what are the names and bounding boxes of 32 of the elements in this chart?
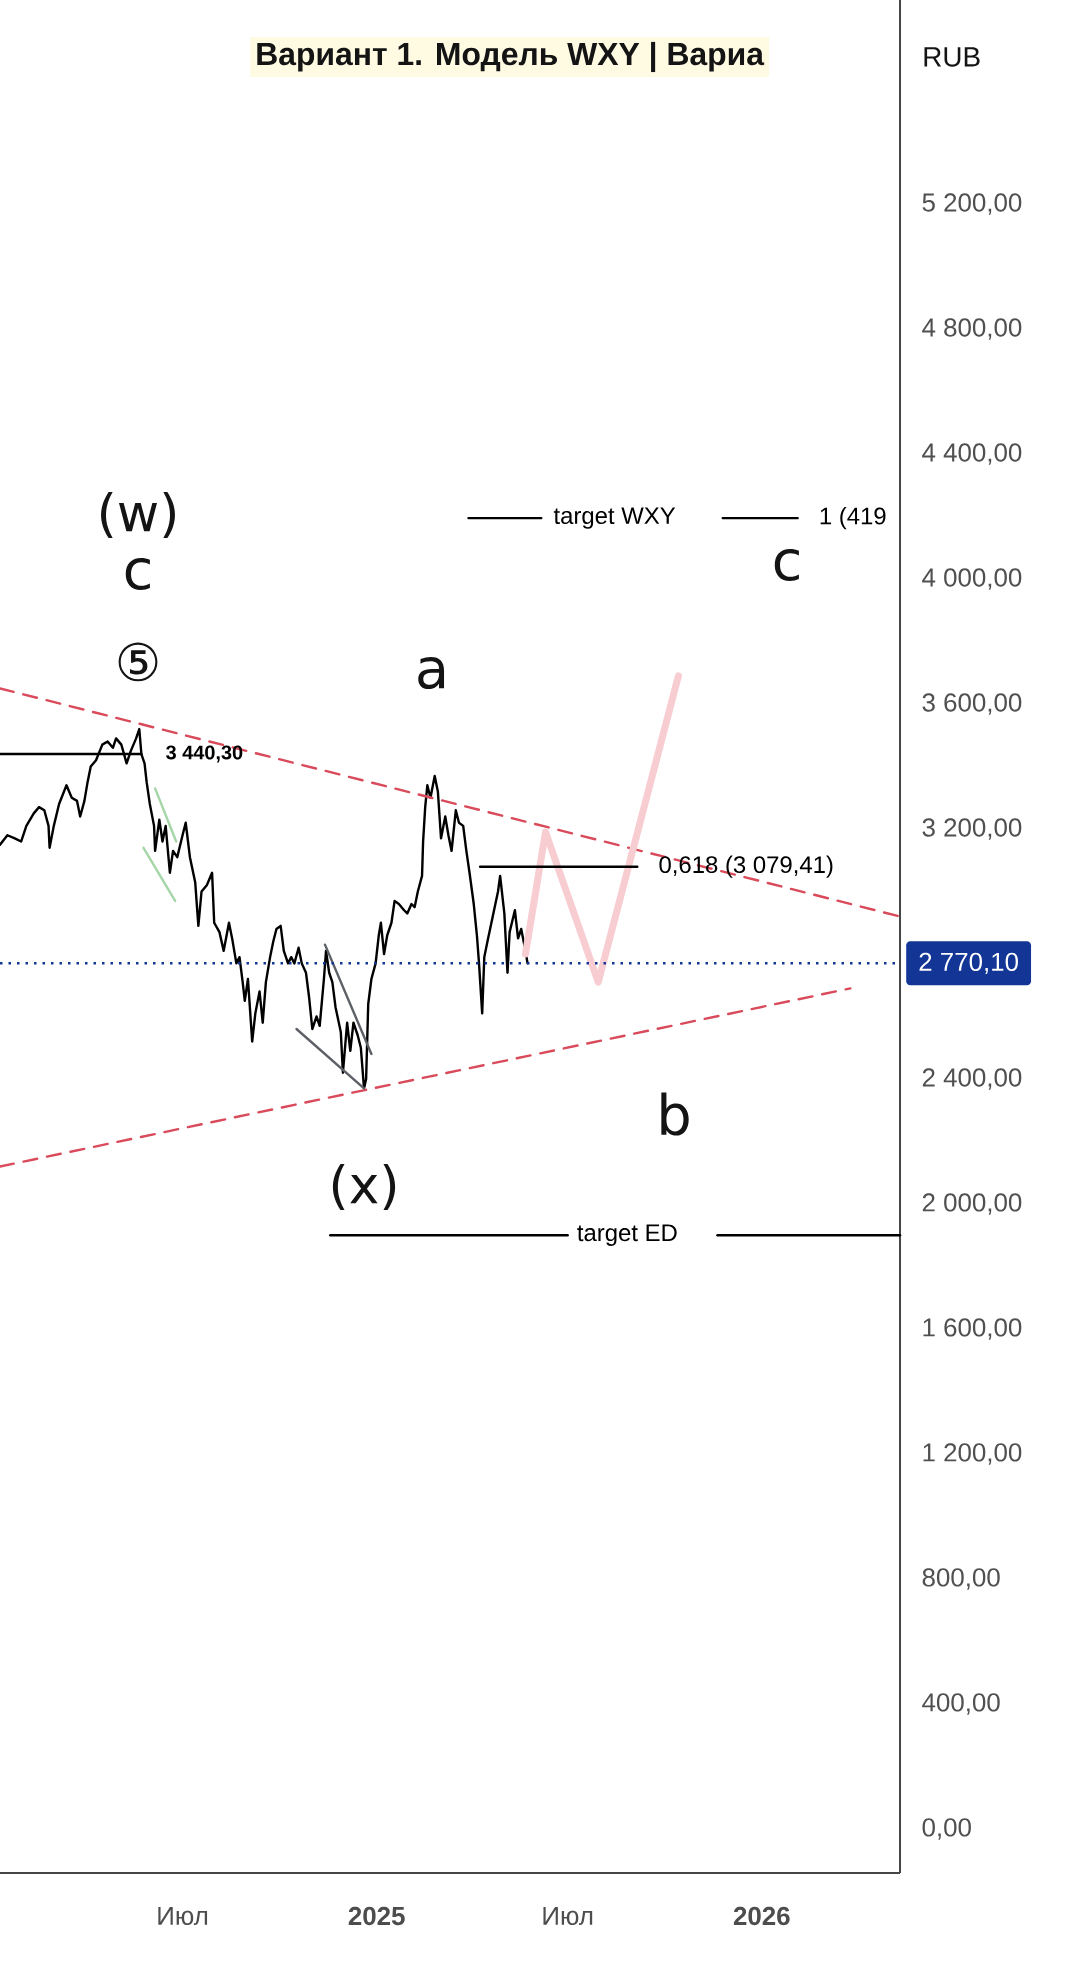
annotation: (w) <box>101 491 175 539</box>
y-tick-label: 2 400,00 <box>922 1068 1022 1090</box>
annotation: 0,618 (3 079,41) <box>659 855 833 878</box>
y-tick-label: 1 600,00 <box>923 1318 1022 1340</box>
y-tick-label: 5 200,00 <box>922 193 1022 215</box>
ref-line-label: 2 770,10 <box>919 952 1018 975</box>
annotation: ⑤ <box>118 642 158 682</box>
y-tick-label: 0,00 <box>922 1818 971 1840</box>
annotation: c <box>774 548 799 582</box>
y-tick-label: 3 600,00 <box>922 693 1022 715</box>
annotation: b <box>661 1092 689 1136</box>
y-tick-label: 3 200,00 <box>922 818 1022 840</box>
y-tick-label: 4 400,00 <box>922 443 1022 465</box>
y-tick-label: 400,00 <box>922 1693 1000 1715</box>
y-tick-label: 2 000,00 <box>922 1193 1022 1215</box>
annotation: target ED <box>577 1224 677 1246</box>
annotation: 1 (419 <box>820 506 886 530</box>
y-tick-label: 1 200,00 <box>923 1443 1022 1465</box>
y-tick-label: 800,00 <box>922 1568 1000 1590</box>
text: Вариант 1. Модель WXY | Вариа <box>257 41 765 73</box>
y-tick-label: 4 000,00 <box>922 568 1022 590</box>
annotation: c <box>125 557 150 591</box>
x-tick-label: Июл <box>158 1906 208 1926</box>
x-tick-label: 2026 <box>733 1906 790 1926</box>
y-tick-label: 4 800,00 <box>922 318 1022 340</box>
annotation: a <box>418 656 445 690</box>
x-tick-label: 2025 <box>348 1906 405 1926</box>
annotation: 3 440,30 <box>166 745 243 763</box>
annotation: (x) <box>332 1163 396 1211</box>
x-tick-label: Июл <box>543 1906 593 1926</box>
text: RUB <box>924 47 980 67</box>
annotation: target WXY <box>553 507 676 529</box>
